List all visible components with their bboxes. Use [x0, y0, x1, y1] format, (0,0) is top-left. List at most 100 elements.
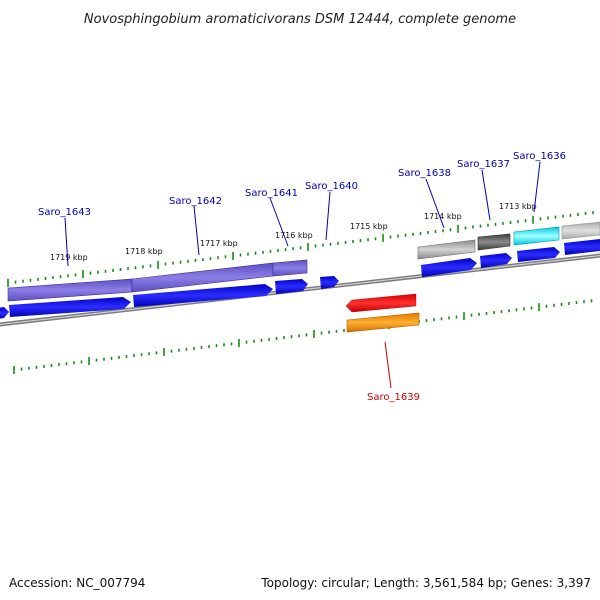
minor-tick [455, 315, 458, 319]
minor-tick [427, 231, 429, 234]
cds-arrow-forward [320, 276, 339, 289]
minor-tick [253, 339, 255, 343]
gene-label-saro-1641: Saro_1641 [245, 188, 298, 199]
minor-tick [193, 346, 195, 350]
minor-tick [247, 252, 249, 256]
minor-tick [127, 267, 129, 271]
minor-tick [89, 271, 92, 275]
major-tick [7, 279, 9, 287]
minor-tick [65, 362, 68, 366]
gene-label-saro-1640: Saro_1640 [305, 181, 358, 192]
minor-tick [170, 349, 173, 353]
major-tick [382, 233, 384, 242]
major-tick [313, 330, 315, 338]
minor-tick [404, 233, 407, 237]
minor-tick [148, 352, 150, 356]
minor-tick [562, 214, 564, 218]
minor-tick [97, 270, 99, 274]
cds-arrow-forward [480, 253, 512, 268]
minor-tick [200, 346, 203, 349]
minor-tick [508, 309, 510, 313]
minor-tick [260, 338, 263, 342]
major-tick [307, 242, 309, 251]
minor-tick [397, 234, 399, 238]
minor-tick [494, 222, 497, 226]
major-tick [463, 312, 465, 321]
major-tick [532, 215, 534, 224]
minor-tick [524, 219, 527, 223]
minor-tick [277, 249, 279, 252]
minor-tick [547, 216, 549, 220]
tick-label: 1719 kbp [50, 253, 88, 262]
minor-tick [440, 317, 443, 321]
gene-label-saro-1639: Saro_1639 [367, 392, 420, 403]
minor-tick [322, 243, 324, 247]
minor-tick [80, 360, 83, 364]
minor-tick [35, 365, 38, 369]
minor-tick [493, 311, 495, 314]
feature-bar-cyan [513, 226, 560, 246]
cds-arrow-reverse [345, 293, 417, 313]
accession-label: Accession: NC_007794 [9, 576, 145, 590]
minor-tick [419, 231, 422, 235]
minor-tick [554, 215, 557, 219]
minor-tick [22, 279, 24, 283]
minor-tick [142, 265, 144, 269]
minor-tick [509, 221, 512, 224]
minor-tick [412, 232, 414, 236]
minor-tick [523, 307, 525, 311]
major-tick [163, 348, 165, 356]
tick-label: 1717 kbp [200, 239, 238, 248]
minor-tick [104, 269, 107, 273]
gene-label-saro-1642: Saro_1642 [169, 196, 222, 207]
minor-tick [208, 345, 210, 349]
minor-tick [442, 229, 444, 233]
minor-tick [134, 266, 137, 270]
minor-tick [118, 355, 120, 359]
major-tick [238, 339, 240, 347]
minor-tick [283, 336, 285, 340]
minor-tick [343, 328, 345, 332]
minor-tick [515, 308, 518, 312]
minor-tick [185, 347, 188, 351]
major-tick [538, 303, 540, 312]
minor-tick [178, 348, 180, 352]
feature-bar-purple [272, 259, 308, 277]
minor-tick [344, 240, 347, 244]
tick-labels: 1719 kbp 1718 kbp 1717 kbp 1716 kbp 1715… [50, 202, 537, 262]
minor-tick [224, 255, 227, 259]
cds-arrow-forward [564, 239, 600, 255]
minor-tick [223, 343, 225, 347]
genome-summary: Topology: circular; Length: 3,561,584 bp… [260, 576, 591, 590]
minor-tick [478, 312, 480, 316]
minor-tick [425, 319, 428, 323]
gene-label-saro-1637: Saro_1637 [457, 159, 510, 170]
minor-tick [103, 357, 105, 361]
minor-tick [584, 212, 587, 215]
minor-tick [500, 310, 503, 314]
gene-label-leaders [64, 161, 541, 389]
minor-tick [230, 342, 233, 346]
minor-tick [20, 367, 23, 371]
major-tick [157, 260, 159, 269]
minor-tick [112, 268, 114, 272]
cds-arrow-forward [517, 247, 560, 262]
minor-tick [367, 238, 369, 242]
minor-tick [517, 220, 519, 224]
minor-tick [209, 257, 212, 261]
outer-tick-ruler [7, 211, 594, 287]
gene-label-saro-1636: Saro_1636 [513, 151, 566, 162]
minor-tick [329, 242, 332, 246]
minor-tick [448, 316, 450, 320]
minor-tick [299, 246, 302, 250]
minor-tick [44, 277, 47, 280]
minor-tick [74, 273, 77, 277]
minor-tick [155, 351, 158, 355]
minor-tick [553, 303, 555, 307]
minor-tick [502, 221, 504, 225]
minor-tick [262, 250, 264, 254]
minor-tick [560, 302, 563, 306]
minor-tick [292, 247, 294, 251]
minor-tick [583, 300, 585, 304]
